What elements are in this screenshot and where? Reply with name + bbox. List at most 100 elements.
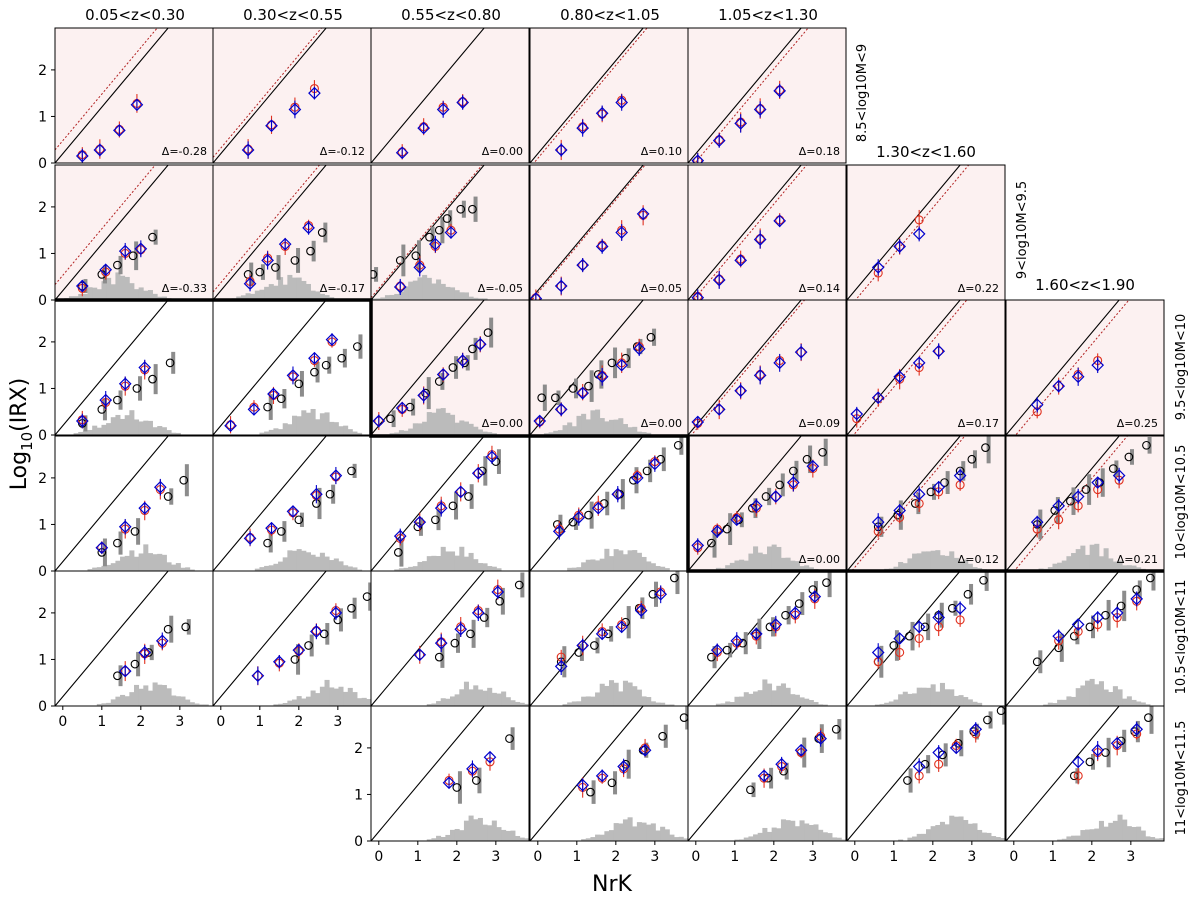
histogram-bar: [138, 688, 144, 706]
black-point: [746, 785, 755, 795]
delta-label: Δ=0.00: [799, 553, 840, 566]
histogram-bar: [548, 432, 554, 435]
histogram-bar: [87, 569, 93, 571]
histogram-bar: [1140, 702, 1146, 706]
panel-plot-area: [1006, 300, 1130, 435]
histogram-bar: [324, 412, 330, 435]
panel-r4-c4: [687, 570, 847, 707]
blue-point: [591, 501, 605, 515]
histogram-bar: [898, 694, 904, 706]
histogram-bar: [1071, 553, 1077, 571]
histogram-bar: [371, 298, 377, 300]
histogram-bar: [431, 555, 437, 571]
panel-r1-c1: Δ=-0.17: [212, 164, 372, 301]
blue-point: [372, 414, 386, 428]
histogram-bar: [1061, 560, 1067, 571]
histogram-bar: [375, 298, 381, 300]
histogram-bar: [347, 429, 353, 435]
histogram-bar: [394, 432, 400, 435]
reference-line: [688, 28, 802, 163]
y-tick-label: 2: [354, 741, 363, 757]
panel-r1-c3: Δ=0.05: [529, 164, 689, 301]
histogram-bar: [963, 820, 969, 841]
blue-point: [75, 414, 89, 428]
histogram-bar: [762, 679, 768, 706]
histogram-bar: [422, 421, 428, 435]
delta-label: Δ=0.18: [799, 145, 840, 158]
panel-frame: [846, 705, 1006, 842]
histogram-bar: [813, 824, 819, 841]
histogram-bar: [292, 415, 298, 435]
histogram-bar: [650, 563, 656, 571]
histogram-bar: [431, 838, 437, 841]
blue-point: [953, 601, 967, 615]
blue-point: [329, 606, 343, 620]
histogram-bar: [180, 696, 186, 706]
blue-point: [310, 625, 323, 638]
histogram-bar: [930, 826, 936, 841]
blue-point: [788, 606, 802, 620]
histogram-bar: [398, 568, 404, 571]
histogram-bar: [352, 431, 358, 435]
offset-line: [533, 28, 648, 163]
histogram-bar: [1154, 838, 1160, 841]
black-point: [448, 363, 458, 372]
histogram-bar: [613, 419, 619, 435]
histogram-bar: [660, 566, 666, 571]
histogram-bar: [166, 430, 172, 435]
delta-label: Δ=-0.33: [162, 282, 207, 295]
histogram: [711, 544, 824, 571]
histogram-bar: [562, 704, 568, 706]
blue-point: [224, 419, 237, 433]
histogram-bar: [501, 691, 507, 706]
histogram-bar: [436, 555, 442, 571]
histogram-bar: [953, 557, 959, 571]
black-point: [130, 659, 140, 669]
panel-background: [55, 165, 213, 300]
histogram-bar: [986, 832, 992, 841]
blue-point: [554, 143, 568, 157]
histogram-bar: [403, 567, 409, 571]
histogram-bar: [426, 556, 432, 571]
histogram-bar: [468, 552, 474, 571]
histogram-bar: [82, 430, 88, 435]
redshift-label-2: 0.55<z<0.80: [401, 6, 501, 24]
histogram-bar: [1089, 678, 1095, 706]
black-point: [802, 454, 812, 464]
blue-point: [734, 254, 748, 267]
histogram-bar: [287, 424, 293, 435]
blue-point: [530, 292, 543, 300]
histogram-bar: [510, 830, 516, 841]
histogram-bar: [463, 820, 469, 841]
histogram-bar: [412, 423, 418, 435]
y-tick-label: 0: [38, 293, 47, 309]
blue-point: [769, 490, 783, 503]
histogram-bar: [827, 833, 833, 841]
histogram-bar: [567, 567, 573, 571]
histogram-bar: [743, 837, 749, 841]
histogram-bar: [254, 290, 260, 300]
blue-point: [393, 280, 407, 294]
histogram-bar: [916, 687, 922, 706]
black-point: [325, 489, 335, 499]
reference-line: [1006, 571, 1120, 706]
blue-point: [753, 233, 767, 246]
blue-point: [243, 277, 257, 291]
histogram-bar: [315, 693, 321, 706]
panel-background: [371, 571, 529, 706]
histogram-bar: [581, 839, 587, 841]
panel-frame: [687, 705, 847, 842]
black-point: [163, 492, 173, 501]
histogram-bar: [609, 556, 615, 571]
histogram-bar: [1140, 830, 1146, 841]
black-point: [1085, 622, 1095, 632]
blue-point: [1091, 611, 1105, 624]
histogram-bar: [1066, 556, 1072, 571]
black-point: [920, 622, 930, 632]
histogram-bar: [268, 284, 274, 300]
histogram-bar: [1145, 836, 1151, 841]
histogram-bar: [68, 296, 74, 300]
histogram-bar: [1080, 685, 1086, 706]
histogram-bar: [124, 555, 130, 571]
histogram-bar: [445, 286, 451, 300]
